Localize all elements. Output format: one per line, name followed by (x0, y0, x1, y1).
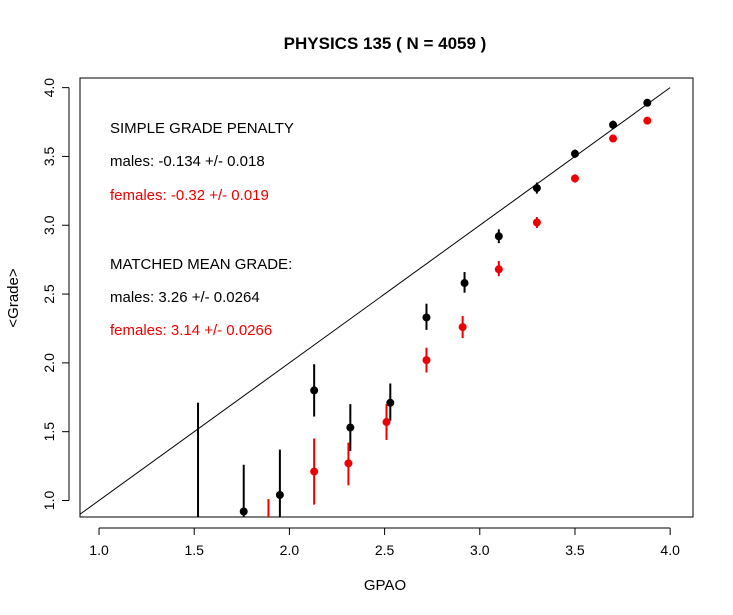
y-tick-label: 2.5 (41, 284, 57, 304)
data-point (310, 386, 319, 395)
x-tick-label: 3.5 (565, 542, 585, 558)
x-axis: 1.0 1.5 2.0 2.5 3.0 3.5 4.0 (89, 527, 680, 558)
y-tick-label: 2.0 (41, 353, 57, 373)
data-point (609, 120, 618, 129)
data-point (386, 398, 395, 407)
y-tick-label: 1.5 (41, 422, 57, 442)
data-point (532, 184, 541, 193)
x-axis-label: GPAO (364, 577, 406, 594)
data-point (422, 356, 431, 365)
reference-line-group (80, 87, 671, 515)
series-1 (264, 116, 652, 539)
x-tick-label: 2.5 (375, 542, 395, 558)
data-point (494, 265, 503, 274)
series-0 (197, 98, 652, 517)
data-point (310, 467, 319, 476)
x-tick-label: 4.0 (660, 542, 680, 558)
y-tick-label: 4.0 (41, 78, 57, 98)
annotation-text: females: -0.32 +/- 0.019 (110, 187, 269, 204)
chart-title: PHYSICS 135 ( N = 4059 ) (284, 34, 487, 53)
data-point (643, 98, 652, 107)
data-point (643, 116, 652, 125)
annotation-group: SIMPLE GRADE PENALTY males: -0.134 +/- 0.… (110, 120, 294, 339)
data-point (346, 423, 355, 432)
data-point (494, 232, 503, 241)
x-tick-label: 3.0 (470, 542, 490, 558)
data-point (609, 134, 618, 143)
data-point (422, 313, 431, 322)
data-point (570, 149, 579, 158)
y-tick-label: 3.0 (41, 215, 57, 235)
plot-frame (79, 77, 694, 518)
data-point (382, 418, 391, 427)
data-point (239, 507, 248, 516)
x-tick-label: 2.0 (280, 542, 300, 558)
data-point (344, 459, 353, 468)
annotation-text: females: 3.14 +/- 0.0266 (110, 322, 272, 339)
series-group (197, 98, 652, 539)
annotation-text: SIMPLE GRADE PENALTY (110, 120, 294, 137)
x-tick-label: 1.0 (89, 542, 109, 558)
data-point (264, 531, 272, 539)
data-point (458, 323, 467, 332)
reference-line (80, 87, 671, 515)
data-point (532, 218, 541, 227)
y-axis-label: <Grade> (5, 268, 22, 327)
data-point (460, 279, 469, 288)
annotation-text: males: 3.26 +/- 0.0264 (110, 289, 260, 306)
x-tick-label: 1.5 (184, 542, 204, 558)
annotation-text: males: -0.134 +/- 0.018 (110, 153, 265, 170)
data-point (275, 490, 284, 499)
data-point (570, 174, 579, 183)
annotation-text: MATCHED MEAN GRADE: (110, 256, 292, 273)
y-tick-label: 3.5 (41, 147, 57, 167)
y-tick-label: 1.0 (41, 491, 57, 511)
y-axis: 1.0 1.5 2.0 2.5 3.0 3.5 4.0 (41, 78, 70, 511)
